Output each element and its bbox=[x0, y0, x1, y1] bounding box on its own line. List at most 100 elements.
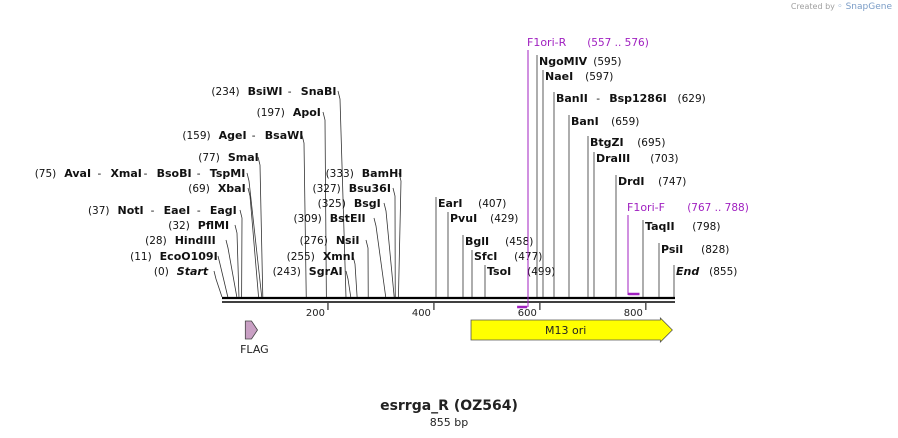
restriction-site-label[interactable]: (11) EcoO109I bbox=[130, 250, 229, 298]
site-position: (69) bbox=[188, 183, 210, 195]
site-position: (407) bbox=[478, 198, 506, 210]
site-enzyme-name: EcoO109I bbox=[160, 250, 218, 263]
site-enzyme-name: PvuI bbox=[450, 212, 477, 225]
site-position: (32) bbox=[168, 220, 190, 232]
site-enzyme-name: BsgI bbox=[354, 197, 381, 210]
restriction-site-label[interactable]: (234) BsiWI - SnaBI bbox=[211, 85, 347, 298]
site-enzyme-name: SgrAI bbox=[309, 265, 343, 278]
restriction-site-label[interactable]: BanI (659) bbox=[568, 115, 639, 297]
site-enzyme-name: PsiI bbox=[661, 243, 683, 256]
sequence-map: 200 400 600 800 (0) Start (11) EcoO109I (28) Hind… bbox=[35, 36, 749, 356]
site-enzyme-name: NotI bbox=[118, 204, 144, 217]
restriction-site-label[interactable]: PsiI (828) bbox=[658, 243, 729, 297]
primer-range: (767 .. 788) bbox=[687, 202, 749, 214]
site-separator: - bbox=[197, 205, 201, 217]
credit-brand: SnapGene bbox=[845, 2, 892, 12]
snapgene-credit: Created by ◦ SnapGene bbox=[791, 2, 892, 12]
site-position: (333) bbox=[326, 168, 354, 180]
site-enzyme-name: TaqII bbox=[645, 220, 675, 233]
restriction-site-label[interactable]: (276) NsiI bbox=[300, 234, 369, 298]
site-enzyme-name: BtgZI bbox=[590, 136, 624, 149]
feature-arrow bbox=[470, 317, 673, 343]
site-position: (703) bbox=[650, 153, 678, 165]
primer-name: F1ori-F bbox=[627, 201, 665, 214]
site-position: (159) bbox=[182, 130, 210, 142]
site-enzyme-name: BglI bbox=[465, 235, 489, 248]
site-enzyme-name: ApoI bbox=[293, 106, 321, 119]
site-position: (327) bbox=[313, 183, 341, 195]
restriction-site-label[interactable]: BanII - Bsp1286I (629) bbox=[553, 92, 706, 297]
restriction-site-label[interactable]: (69) XbaI bbox=[188, 182, 259, 298]
site-enzyme-name: Bsp1286I bbox=[609, 92, 667, 105]
site-enzyme-name: BamHI bbox=[362, 167, 403, 180]
site-separator: - bbox=[151, 205, 155, 217]
site-enzyme-name: EaeI bbox=[164, 204, 191, 217]
site-enzyme-name: XbaI bbox=[218, 182, 246, 195]
restriction-site-label[interactable]: DrdI (747) bbox=[615, 175, 686, 297]
site-position: (11) bbox=[130, 251, 152, 263]
restriction-site-label[interactable]: (77) SmaI bbox=[198, 151, 264, 298]
restriction-site-label[interactable]: TaqII (798) bbox=[642, 220, 720, 297]
feature-label: M13 ori bbox=[545, 324, 586, 337]
site-enzyme-name: Start bbox=[177, 265, 209, 278]
feature-m13-ori[interactable]: M13 ori bbox=[470, 317, 673, 343]
site-leader bbox=[383, 202, 395, 298]
restriction-site-label[interactable]: (333) BamHI bbox=[326, 167, 403, 298]
site-position: (828) bbox=[701, 244, 729, 256]
site-position: (276) bbox=[300, 235, 328, 247]
site-position: (77) bbox=[198, 152, 220, 164]
site-leader bbox=[239, 209, 243, 298]
restriction-site-label[interactable]: NaeI (597) bbox=[542, 70, 613, 297]
map-subtitle: 855 bp bbox=[429, 416, 469, 429]
site-enzyme-name: EagI bbox=[210, 204, 237, 217]
axis-tick-label: 800 bbox=[624, 308, 643, 319]
restriction-site-label[interactable]: NgoMIV (595) bbox=[536, 55, 621, 297]
site-leader bbox=[213, 270, 223, 298]
restriction-site-label[interactable]: BtgZI (695) bbox=[587, 136, 665, 297]
restriction-site-label[interactable]: (32) PflMI bbox=[168, 219, 240, 298]
restriction-site-label[interactable]: TsoI (499) bbox=[484, 265, 555, 297]
restriction-site-label[interactable]: (0) Start bbox=[154, 265, 223, 298]
site-position: (325) bbox=[318, 198, 346, 210]
restriction-site-label[interactable]: (243) SgrAI bbox=[273, 265, 352, 298]
restriction-site-label[interactable]: PvuI (429) bbox=[447, 212, 518, 297]
restriction-site-label[interactable]: (28) HindIII bbox=[145, 234, 238, 298]
restriction-site-label[interactable]: (37) NotI - EaeI - EagI bbox=[88, 204, 243, 298]
map-title: esrrga_R (OZ564) bbox=[380, 398, 518, 414]
restriction-site-label[interactable]: (75) AvaI - XmaI - BsoBI - TspMI bbox=[35, 167, 263, 298]
restriction-site-label[interactable]: (255) XmnI bbox=[287, 250, 358, 298]
site-enzyme-name: EarI bbox=[438, 197, 462, 210]
restriction-site-label[interactable]: EarI (407) bbox=[435, 197, 506, 297]
restriction-site-label[interactable]: DraIII (703) bbox=[593, 152, 678, 297]
restriction-site-label[interactable]: (159) AgeI - BsaWI bbox=[182, 129, 307, 298]
site-enzyme-name: BstEII bbox=[330, 212, 366, 225]
site-separator: - bbox=[144, 168, 148, 180]
site-leader bbox=[322, 111, 327, 298]
axis-tick-label: 600 bbox=[518, 308, 537, 319]
restriction-site-label[interactable]: (325) BsgI bbox=[318, 197, 395, 298]
primer-f1ori-r[interactable]: F1ori-R (557 .. 576) bbox=[517, 36, 649, 309]
site-enzyme-name: SmaI bbox=[228, 151, 259, 164]
site-enzyme-name: XmnI bbox=[323, 250, 355, 263]
site-enzyme-name: XmaI bbox=[110, 167, 141, 180]
site-leader bbox=[257, 156, 264, 298]
site-enzyme-name: AvaI bbox=[64, 167, 91, 180]
restriction-site-label[interactable]: BglI (458) bbox=[462, 235, 533, 297]
restriction-site-label[interactable]: (309) BstEII bbox=[294, 212, 387, 298]
site-enzyme-name: BsiWI bbox=[248, 85, 283, 98]
site-enzyme-name: SfcI bbox=[474, 250, 497, 263]
site-leader bbox=[345, 270, 352, 298]
restriction-site-label[interactable]: End (855) bbox=[673, 265, 737, 297]
axis-tick-label: 200 bbox=[306, 308, 325, 319]
feature-flag[interactable]: FLAG bbox=[240, 320, 269, 356]
site-enzyme-name: DrdI bbox=[618, 175, 645, 188]
snapgene-logo: ◦ SnapGene bbox=[837, 2, 892, 12]
primer-f1ori-f[interactable]: F1ori-F (767 .. 788) bbox=[627, 201, 749, 296]
site-leader bbox=[247, 187, 259, 298]
restriction-site-label[interactable]: (327) Bsu36I bbox=[313, 182, 396, 298]
site-separator: - bbox=[197, 168, 201, 180]
site-position: (234) bbox=[211, 86, 239, 98]
site-leader bbox=[373, 217, 387, 298]
restriction-site-label[interactable]: (197) ApoI bbox=[257, 106, 327, 298]
site-separator: - bbox=[288, 86, 292, 98]
